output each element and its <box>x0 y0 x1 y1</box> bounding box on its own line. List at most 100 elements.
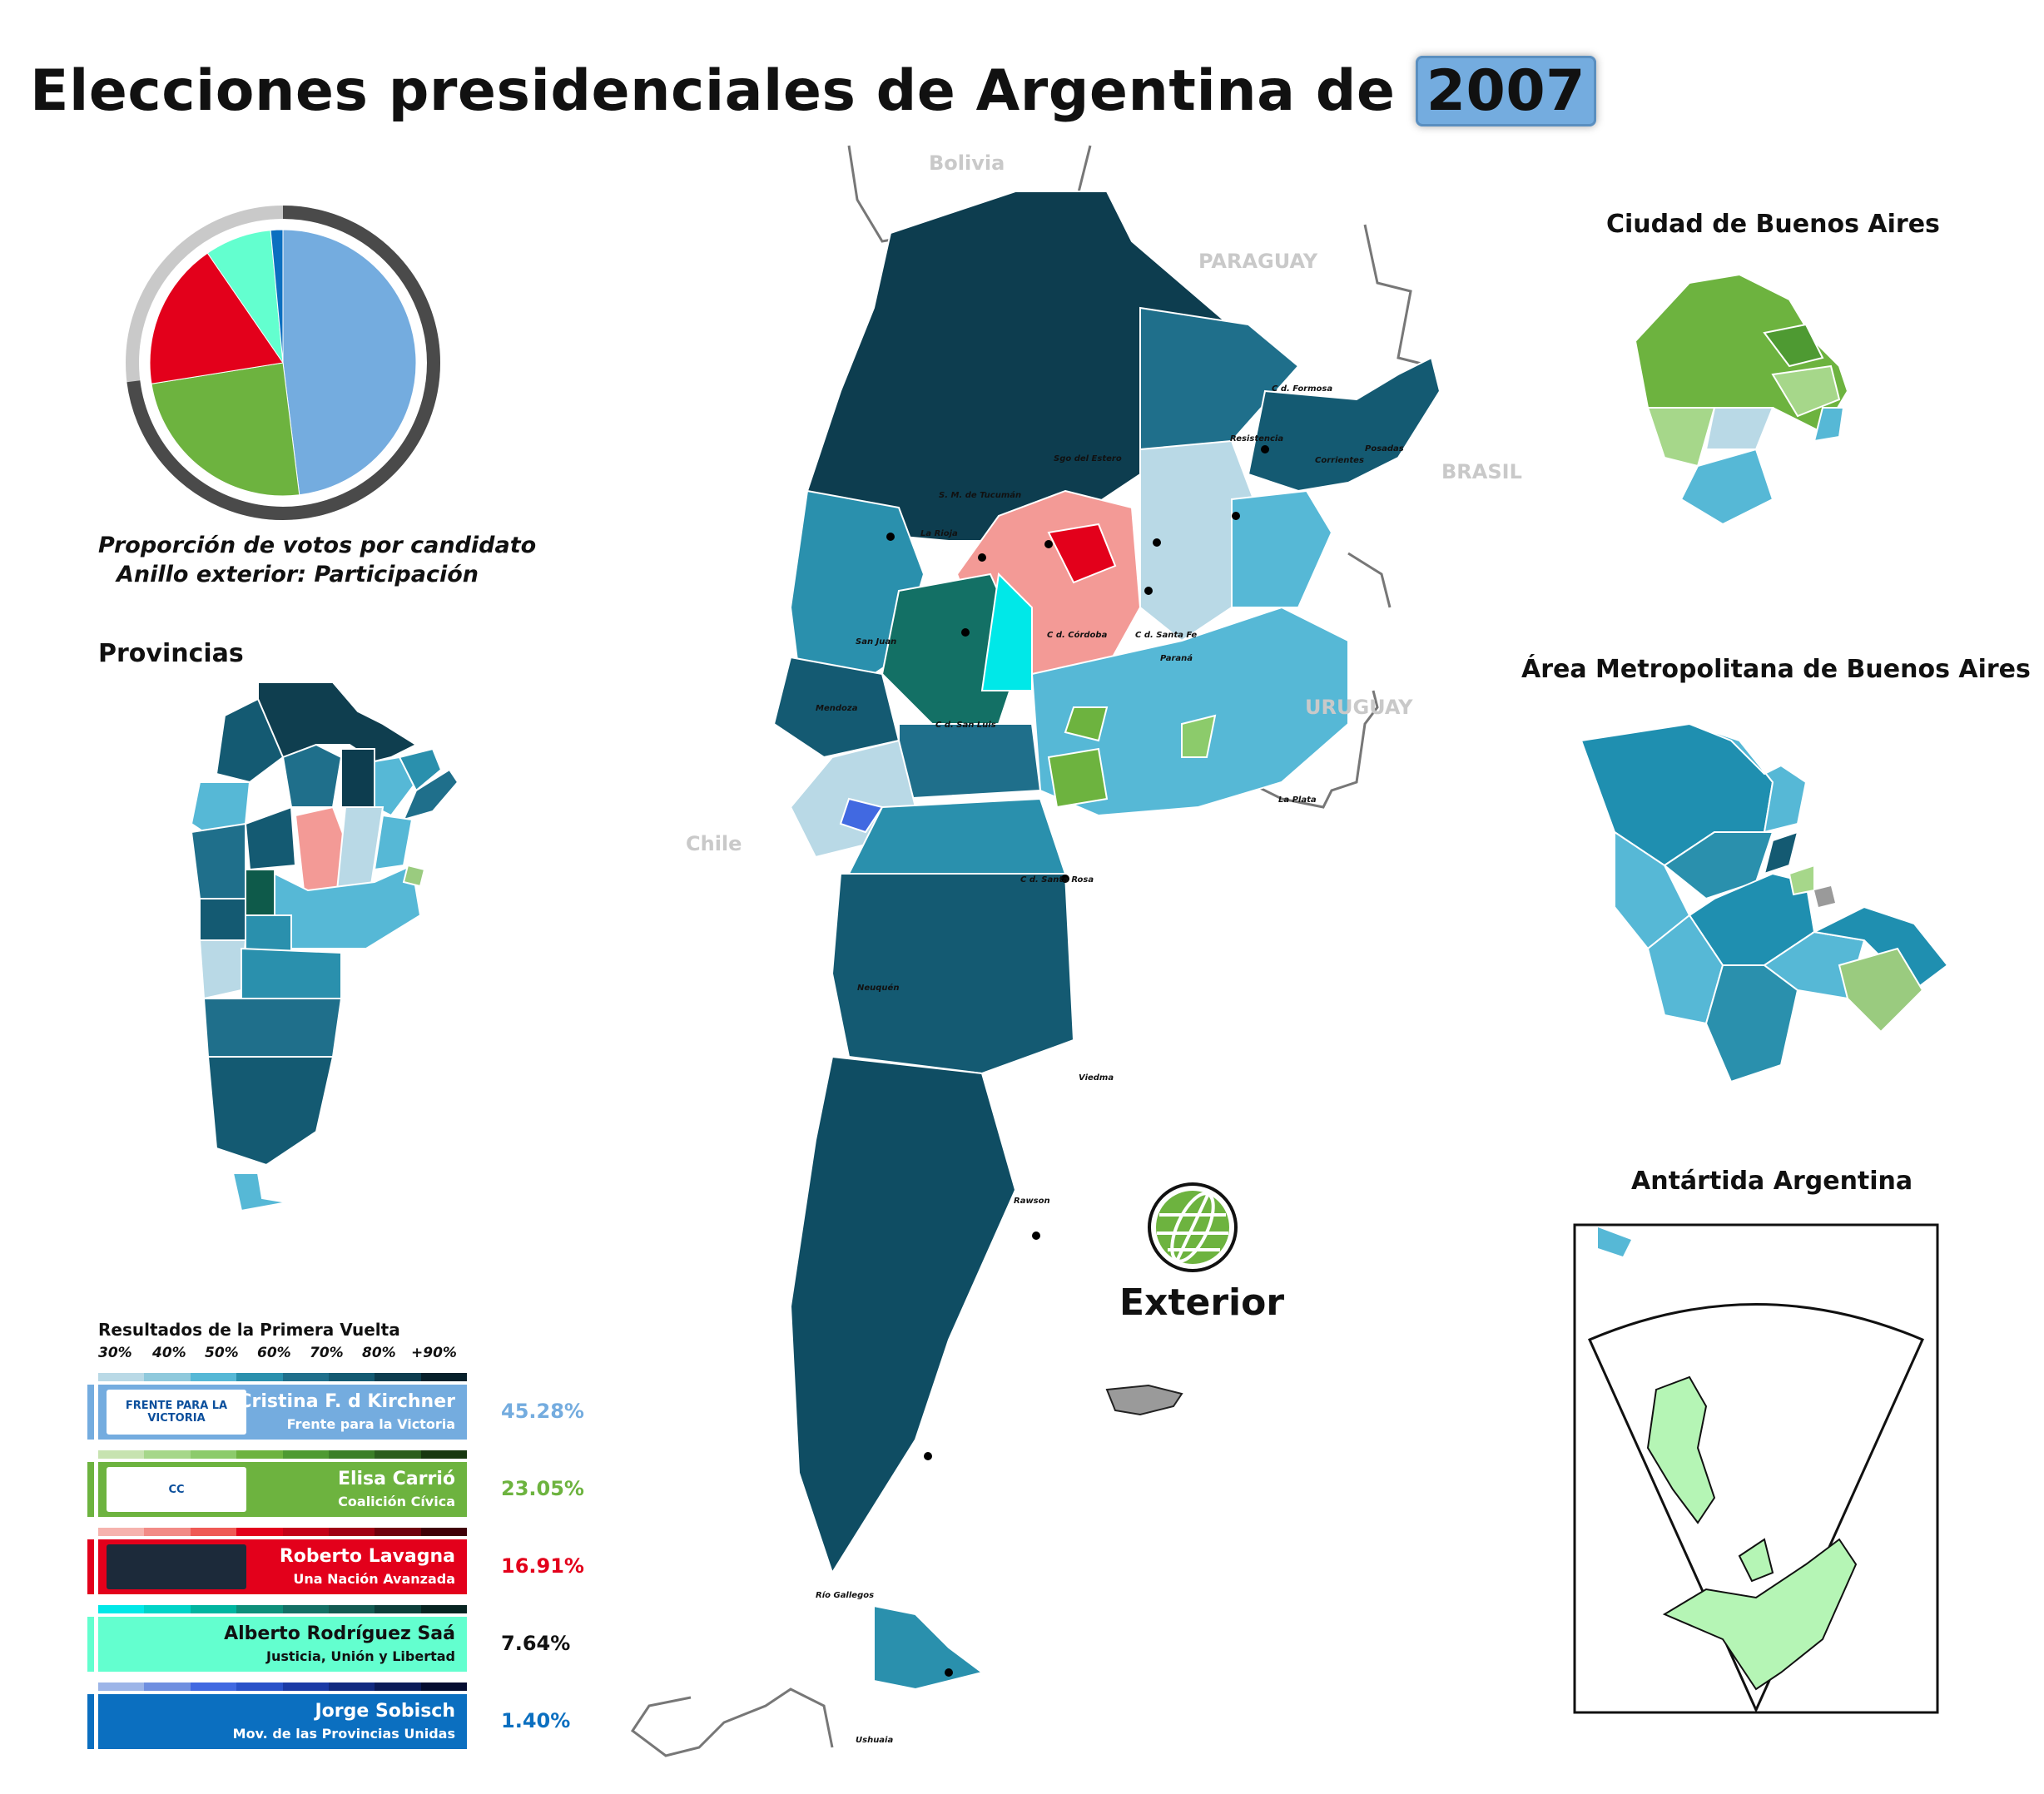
region-chubut <box>831 873 1075 1075</box>
provinces-inset-map <box>190 681 459 1212</box>
legend-candidate-row: Jorge Sobisch Mov. de las Provincias Unid… <box>98 1694 467 1749</box>
legend-scale-swatch <box>98 1682 145 1691</box>
pie-slice <box>149 252 284 384</box>
dept-cordoba-capital <box>1047 523 1117 584</box>
legend-candidate-row: FRENTE PARA LA VICTORIA Cristina F. d Kir… <box>98 1385 467 1440</box>
city-label: C d. Santa Fe <box>1135 631 1198 640</box>
legend-candidate-row: CC Elisa Carrió Coalición Cívica <box>98 1462 467 1517</box>
candidate-party: Una Nación Avanzada <box>293 1571 455 1587</box>
legend-color-scale <box>98 1605 467 1613</box>
province-tierra-del-fuego <box>231 1172 288 1212</box>
legend-tick-80: 80% <box>362 1345 396 1361</box>
city-label: C d. Santa Rosa <box>1020 875 1094 885</box>
title-text: Elecciones presidenciales de Argentina d… <box>30 58 1396 124</box>
capital-markers <box>886 445 1269 1677</box>
city-label: C d. Córdoba <box>1047 631 1108 640</box>
city-label: La Rioja <box>920 529 958 538</box>
dept-bsas-green-2 <box>1181 714 1217 758</box>
legend-scale-swatch <box>190 1528 237 1536</box>
province-san-juan <box>190 822 246 899</box>
country-label-bolivia: Bolivia <box>929 151 1005 175</box>
legend-scale-swatch <box>375 1682 421 1691</box>
country-label-uruguay: URUGUAY <box>1305 696 1413 719</box>
legend-tick-40: 40% <box>152 1345 186 1361</box>
legend-color-scale <box>98 1373 467 1381</box>
legend-scale-swatch <box>236 1682 283 1691</box>
legend-scale-swatch <box>328 1450 375 1459</box>
legend-scale-swatch <box>282 1605 329 1613</box>
candidate-logo <box>107 1699 131 1744</box>
city-label: Ushuaia <box>856 1736 894 1745</box>
province-north-a <box>257 681 419 763</box>
argentina-main-map <box>630 145 1441 1757</box>
region-tierra-del-fuego <box>873 1604 985 1691</box>
region-santa-cruz <box>789 1055 1017 1575</box>
city-label: S. M. de Tucumán <box>939 491 1022 500</box>
legend-scale-swatch <box>190 1450 237 1459</box>
legend-tick-50: 50% <box>205 1345 239 1361</box>
candidate-name: Cristina F. d Kirchner <box>238 1391 455 1412</box>
city-label: Resistencia <box>1230 434 1284 444</box>
legend-scale-swatch <box>282 1373 329 1381</box>
legend-scale-swatch <box>190 1373 237 1381</box>
province-neuquen <box>198 939 247 1000</box>
legend-scale-swatch <box>190 1682 237 1691</box>
antartida-title: Antártida Argentina <box>1631 1167 1913 1196</box>
legend-scale-swatch <box>328 1605 375 1613</box>
caba-title: Ciudad de Buenos Aires <box>1606 210 1940 239</box>
amba-title: Área Metropolitana de Buenos Aires <box>1521 655 2031 684</box>
candidate-name: Alberto Rodríguez Saá <box>224 1623 455 1644</box>
legend-scale-swatch <box>328 1373 375 1381</box>
pie-slice <box>151 362 300 497</box>
city-label: Rawson <box>1014 1197 1050 1206</box>
legend-scale-swatch <box>144 1373 191 1381</box>
legend-candidate-row: Roberto Lavagna Una Nación Avanzada <box>98 1539 467 1594</box>
city-label: La Plata <box>1278 795 1317 805</box>
malvinas-islands <box>1105 1384 1183 1416</box>
city-label: Corrientes <box>1315 456 1364 465</box>
legend-candidate-marker <box>87 1462 94 1517</box>
legend-candidate-marker <box>87 1539 94 1594</box>
candidate-party: Justicia, Unión y Libertad <box>265 1648 455 1664</box>
city-label: Viedma <box>1079 1073 1114 1083</box>
map-title: Elecciones presidenciales de Argentina d… <box>30 56 1596 126</box>
legend-color-scale <box>98 1682 467 1691</box>
city-label: C d. San Luis <box>935 721 996 730</box>
region-la-pampa <box>898 723 1042 800</box>
country-label-chile: Chile <box>686 832 742 855</box>
candidate-logo <box>107 1544 246 1589</box>
city-label: San Juan <box>856 637 897 647</box>
city-label: Sgo del Estero <box>1054 454 1122 463</box>
candidate-party: Mov. de las Provincias Unidas <box>232 1726 455 1742</box>
legend-scale-swatch <box>375 1450 421 1459</box>
candidate-percent: 45.28% <box>501 1400 584 1423</box>
legend-tick-60: 60% <box>257 1345 291 1361</box>
legend-scale-swatch <box>98 1605 145 1613</box>
legend-scale-swatch <box>420 1605 467 1613</box>
province-chaco <box>374 756 418 817</box>
pie-caption-line2: Anillo exterior: Participación <box>117 562 479 587</box>
pie-caption-line1: Proporción de votos por candidato <box>98 533 537 558</box>
caba-inset <box>402 864 426 888</box>
legend-scale-swatch <box>328 1682 375 1691</box>
legend-scale-swatch <box>236 1528 283 1536</box>
legend-candidate-marker <box>87 1617 94 1672</box>
province-formosa <box>398 747 443 792</box>
legend-scale-swatch <box>420 1373 467 1381</box>
vote-share-pie <box>126 206 440 520</box>
candidate-percent: 23.05% <box>501 1477 584 1500</box>
province-tucuman-area <box>281 743 343 808</box>
region-corrientes-misiones <box>1247 356 1441 493</box>
region-san-luis-east <box>980 572 1033 691</box>
province-santa-cruz <box>206 1056 335 1167</box>
legend-tick-30: 30% <box>98 1345 132 1361</box>
legend-scale-swatch <box>144 1450 191 1459</box>
province-north-b <box>215 697 285 784</box>
legend-scale-swatch <box>190 1605 237 1613</box>
legend-scale-swatch <box>375 1605 421 1613</box>
city-label: Paraná <box>1160 654 1193 663</box>
legend-scale-swatch <box>98 1528 145 1536</box>
legend-candidate-marker <box>87 1385 94 1440</box>
antarctica-map <box>1573 1223 1939 1714</box>
candidate-percent: 16.91% <box>501 1554 584 1578</box>
